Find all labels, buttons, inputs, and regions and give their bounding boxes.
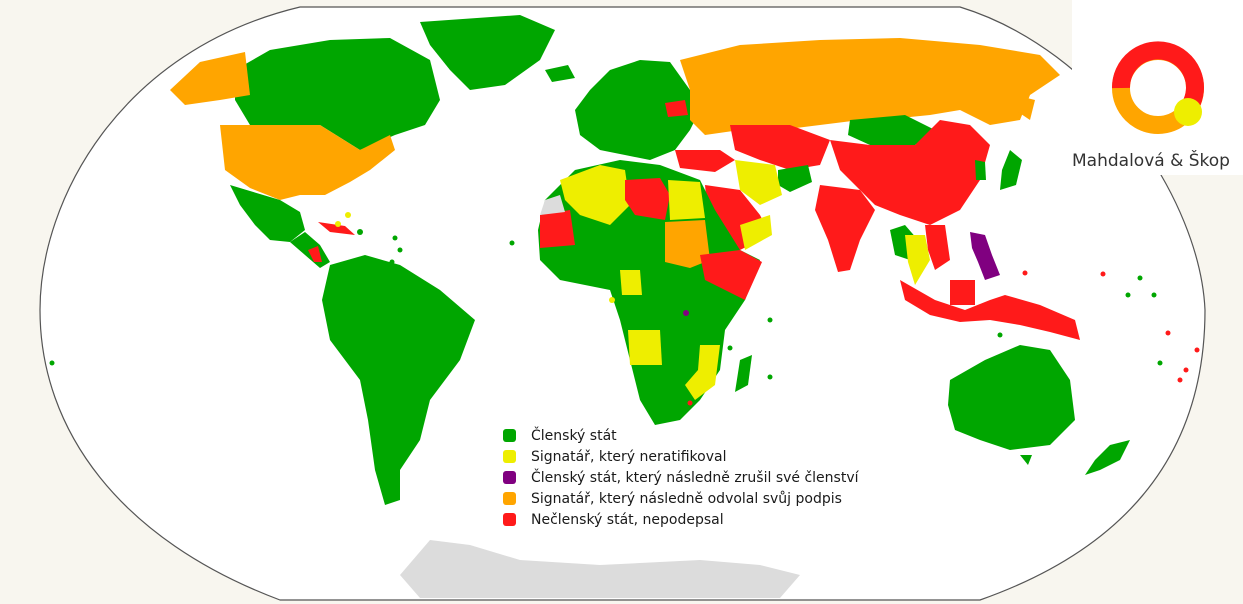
legend-swatch (503, 471, 516, 484)
legend-swatch (503, 513, 516, 526)
pacific-island-dot (1100, 271, 1106, 277)
cuba (318, 222, 355, 235)
alaska (170, 52, 250, 105)
nicaragua (308, 246, 322, 262)
north-africa-yellow (560, 165, 630, 225)
pacific-island-dot (1194, 347, 1200, 353)
angola (628, 330, 662, 365)
pacific-island-dot (1125, 292, 1131, 298)
legend-item-signatory: Signatář, který neratifikoval (503, 446, 859, 467)
watermark-logo-icon (1111, 41, 1204, 134)
caribbean-dot (345, 212, 351, 218)
caribbean-dot (397, 247, 403, 253)
africa-island-dot (767, 374, 773, 380)
legend-item-unsigned: Signatář, který následně odvolal svůj po… (503, 488, 859, 509)
pacific-island-dot (1151, 292, 1157, 298)
horn-of-africa (700, 250, 762, 300)
legend-label: Nečlenský stát, nepodepsal (531, 511, 724, 528)
sudan (665, 220, 710, 268)
australia (948, 345, 1075, 450)
mauritania (540, 210, 575, 248)
oman-yemen (740, 215, 772, 250)
europe (575, 60, 700, 160)
afghanistan (778, 165, 812, 192)
legend-label: Signatář, který neratifikoval (531, 448, 727, 465)
central-africa-yellow (620, 270, 642, 295)
central-asia (730, 125, 830, 170)
turkey-region (675, 150, 735, 172)
china (830, 120, 990, 225)
pacific-island-dot (49, 360, 55, 366)
madagascar (735, 355, 752, 392)
russia (680, 38, 1060, 135)
thailand (905, 235, 930, 285)
pacific-island-dot (1157, 360, 1163, 366)
africa-island-dot (727, 345, 733, 351)
legend-swatch (503, 450, 516, 463)
iran (735, 160, 782, 205)
mozambique (685, 345, 720, 400)
legend-label: Signatář, který následně odvolal svůj po… (531, 490, 842, 507)
laos-vietnam (925, 225, 950, 270)
mongolia (848, 115, 935, 145)
new-zealand (1085, 440, 1130, 475)
mexico (230, 185, 305, 242)
caribbean-dot (357, 229, 363, 235)
pacific-island-dot (1183, 367, 1189, 373)
pacific-island-dot (1137, 275, 1143, 281)
legend-swatch (503, 429, 516, 442)
india (815, 185, 875, 272)
tasmania (1020, 455, 1032, 465)
japan (1000, 150, 1022, 190)
africa-island-dot (767, 317, 773, 323)
caribbean-dot (335, 221, 341, 227)
south-america (322, 255, 475, 505)
legend-item-nonmember: Nečlenský stát, nepodepsal (503, 509, 859, 530)
canada (235, 38, 440, 150)
legend-label: Členský stát (531, 427, 617, 444)
watermark-box (1072, 0, 1243, 175)
watermark-text: Mahdalová & Škop (1072, 151, 1230, 171)
libya (625, 178, 670, 220)
africa-island-dot (687, 400, 693, 406)
russia-east (1015, 95, 1035, 120)
indonesia (900, 280, 1080, 340)
pacific-island-dot (997, 332, 1003, 338)
western-sahara (540, 195, 565, 215)
burundi-dot (683, 310, 689, 316)
borneo (950, 280, 975, 305)
egypt (668, 180, 705, 220)
belarus (665, 100, 688, 117)
caribbean-dot (392, 235, 398, 241)
africa-island-dot (509, 240, 515, 246)
pacific-island-dot (1177, 377, 1183, 383)
philippines (970, 232, 1000, 280)
greenland (420, 15, 555, 90)
antarctica (400, 540, 800, 598)
pacific-island-dot (1165, 330, 1171, 336)
usa (220, 125, 395, 200)
legend-swatch (503, 492, 516, 505)
legend-item-withdrawn: Členský stát, který následně zrušil své … (503, 467, 859, 488)
legend-label: Členský stát, který následně zrušil své … (531, 469, 859, 486)
pacific-island-dot (1022, 270, 1028, 276)
africa-island-dot (609, 297, 615, 303)
iceland (545, 65, 575, 82)
legend-item-member: Členský stát (503, 425, 859, 446)
korea (975, 160, 986, 180)
map-legend: Členský stát Signatář, který neratifikov… (503, 425, 859, 530)
